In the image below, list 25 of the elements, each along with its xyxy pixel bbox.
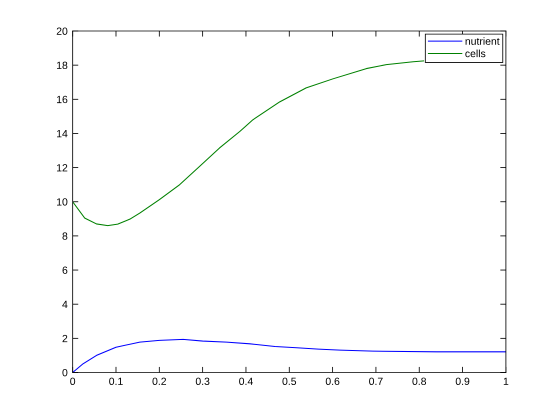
line-series: [72, 60, 424, 226]
x-tick-label: 0.4: [239, 378, 253, 386]
x-tick-label: 1: [504, 378, 508, 385]
y-tick-label: 18: [57, 62, 68, 70]
y-tick-label: 0: [62, 368, 68, 376]
y-tick-label: 2: [62, 334, 68, 342]
x-tick-label: 0.1: [109, 378, 123, 386]
y-tick-label: 20: [56, 28, 68, 35]
x-tick-label: 0.7: [369, 378, 383, 386]
y-tick-label: 14: [57, 130, 68, 138]
y-tick-label: 12: [57, 164, 68, 172]
x-tick-label: 0.6: [326, 378, 340, 386]
y-tick-label: 4: [62, 300, 68, 308]
y-tick-label: 6: [62, 266, 68, 274]
x-tick-label: 0.9: [456, 378, 470, 386]
y-tick-label: 16: [57, 96, 68, 104]
legend-label: nutrient: [466, 37, 500, 45]
x-tick-label: 0.3: [196, 378, 210, 386]
x-tick-label: 0.5: [282, 378, 296, 386]
y-tick-label: 8: [62, 232, 68, 240]
x-tick-label: 0: [70, 378, 76, 386]
legend-label: cells: [465, 50, 486, 58]
y-tick-label: 10: [57, 198, 68, 206]
x-tick-label: 0.2: [152, 378, 166, 386]
x-tick-label: 0.8: [412, 378, 426, 386]
